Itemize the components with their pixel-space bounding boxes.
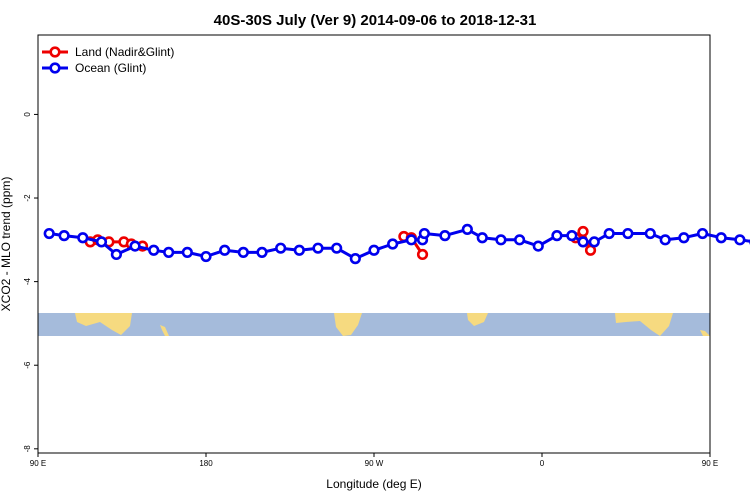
series-ocean — [43, 223, 750, 265]
y-tick-label: -6 — [23, 361, 32, 369]
data-point — [495, 234, 507, 246]
map-land-2 — [334, 313, 362, 336]
data-point — [659, 234, 671, 246]
data-point — [58, 230, 70, 242]
data-point — [476, 232, 488, 244]
data-point — [77, 232, 89, 244]
chart-title: 40S-30S July (Ver 9) 2014-09-06 to 2018-… — [214, 12, 537, 29]
y-tick-label: -4 — [23, 278, 32, 286]
data-point — [577, 225, 589, 238]
x-tick-label: 180 — [199, 459, 213, 468]
data-point — [405, 234, 417, 246]
data-point — [678, 232, 690, 244]
legend-ocean-marker — [49, 62, 61, 74]
data-point — [622, 227, 634, 240]
data-point — [148, 244, 160, 256]
map-ocean — [38, 313, 710, 336]
data-point — [461, 223, 473, 235]
data-point — [129, 240, 141, 252]
legend-land-label: Land (Nadir&Glint) — [75, 45, 174, 59]
map-land-1 — [160, 325, 169, 336]
data-point — [256, 246, 268, 258]
y-tick-label: -8 — [23, 445, 32, 453]
x-axis: 90 E 180 90 W 0 90 E — [30, 453, 718, 468]
data-point — [95, 236, 108, 248]
data-point — [418, 227, 431, 240]
data-point — [163, 246, 175, 258]
x-tick-label: 90 E — [30, 459, 46, 468]
data-point — [200, 250, 212, 263]
data-point — [331, 242, 343, 254]
data-point — [715, 232, 727, 244]
data-point — [237, 246, 249, 258]
legend-ocean-label: Ocean (Glint) — [75, 61, 146, 75]
x-tick-label: 90 W — [365, 459, 384, 468]
y-axis-label: XCO2 - MLO trend (ppm) — [0, 177, 13, 312]
data-point — [532, 240, 544, 252]
data-point — [219, 244, 231, 256]
y-axis: 0 -2 -4 -6 -8 — [23, 112, 38, 453]
data-point — [439, 230, 451, 242]
data-point — [696, 227, 709, 240]
x-tick-label: 0 — [540, 459, 545, 468]
data-point — [312, 242, 324, 254]
data-point — [43, 227, 55, 240]
data-point — [416, 248, 429, 261]
data-point — [275, 242, 287, 254]
map-land-4 — [615, 313, 673, 336]
series-line — [48, 232, 423, 261]
data-point — [110, 248, 122, 261]
data-point — [181, 246, 193, 258]
data-point — [577, 236, 589, 248]
legend-land-marker — [49, 46, 61, 58]
data-point — [368, 244, 380, 256]
map-land-3 — [467, 313, 488, 326]
map-land-0 — [75, 313, 132, 335]
data-point — [551, 230, 563, 242]
data-point — [603, 227, 615, 240]
data-point — [644, 227, 656, 240]
map-band — [38, 313, 710, 336]
series-layer — [43, 223, 750, 265]
data-point — [387, 238, 399, 250]
x-axis-label: Longitude (deg E) — [326, 477, 421, 491]
data-point — [513, 234, 526, 246]
data-point — [293, 244, 305, 256]
data-point — [566, 230, 578, 242]
data-point — [588, 236, 600, 248]
x-tick-label: 90 E — [702, 459, 718, 468]
legend: Land (Nadir&Glint) Ocean (Glint) — [42, 45, 174, 75]
y-tick-label: -2 — [23, 194, 32, 202]
y-tick-label: 0 — [23, 112, 32, 117]
data-point — [349, 253, 361, 265]
map-land-5 — [700, 330, 710, 336]
data-point — [734, 234, 746, 246]
